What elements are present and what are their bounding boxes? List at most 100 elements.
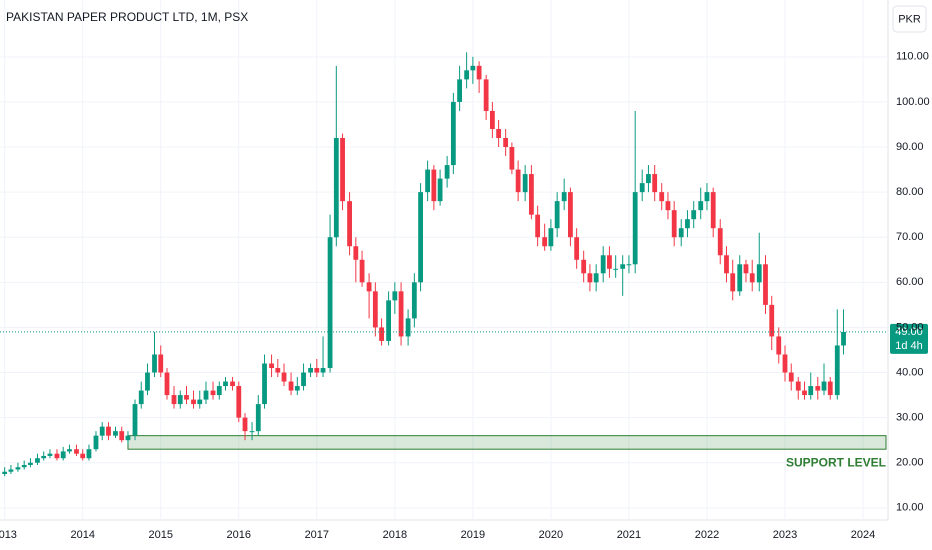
last-price-label: 49.00 bbox=[895, 326, 923, 338]
candle-body bbox=[242, 417, 248, 432]
y-tick-label: 80.00 bbox=[896, 186, 924, 198]
candle-body bbox=[483, 79, 489, 111]
y-tick-label: 70.00 bbox=[896, 231, 924, 243]
candle-body bbox=[548, 228, 554, 247]
candle-body bbox=[542, 237, 548, 247]
x-tick-label: 2024 bbox=[851, 529, 875, 541]
candle-body bbox=[788, 372, 794, 382]
candle-body bbox=[626, 264, 632, 266]
candle-body bbox=[522, 174, 528, 193]
candle-body bbox=[769, 304, 775, 337]
candle-body bbox=[698, 201, 704, 211]
x-tick-label: 2020 bbox=[539, 529, 563, 541]
y-tick-label: 100.00 bbox=[896, 96, 930, 108]
candle-body bbox=[177, 395, 183, 405]
y-tick-label: 40.00 bbox=[896, 366, 924, 378]
candle-body bbox=[314, 368, 320, 373]
candle-body bbox=[691, 210, 697, 220]
candle-body bbox=[756, 264, 762, 283]
candle-body bbox=[15, 467, 21, 470]
candle-body bbox=[834, 345, 840, 396]
candle-body bbox=[106, 426, 111, 436]
candle-body bbox=[815, 386, 821, 391]
candle-body bbox=[704, 192, 710, 202]
candle-body bbox=[8, 469, 14, 472]
candle-body bbox=[386, 300, 391, 341]
candle-body bbox=[489, 110, 495, 129]
y-tick-label: 50.00 bbox=[896, 321, 924, 333]
candle-body bbox=[444, 165, 450, 179]
candle-body bbox=[236, 386, 242, 418]
candle-body bbox=[54, 453, 60, 459]
candle-body bbox=[132, 404, 138, 436]
candle-body bbox=[503, 138, 509, 148]
y-tick-label: 90.00 bbox=[896, 141, 924, 153]
candle-body bbox=[74, 449, 79, 454]
candle-body bbox=[86, 449, 92, 459]
candle-body bbox=[418, 192, 423, 283]
currency-label[interactable]: PKR bbox=[898, 13, 921, 25]
candle-body bbox=[593, 273, 599, 283]
candle-body bbox=[730, 273, 736, 292]
candle-body bbox=[216, 386, 222, 396]
candle-body bbox=[35, 458, 40, 463]
candle-body bbox=[476, 65, 482, 80]
candle-body bbox=[632, 192, 638, 265]
candle-body bbox=[717, 228, 723, 256]
support-label: SUPPORT LEVEL bbox=[786, 455, 886, 469]
candle-body bbox=[2, 471, 8, 474]
y-tick-label: 110.00 bbox=[896, 51, 929, 63]
candle-body bbox=[795, 381, 801, 391]
currency-button[interactable] bbox=[892, 5, 927, 33]
candle-body bbox=[372, 291, 378, 328]
candle-body bbox=[827, 381, 833, 396]
candle-body bbox=[620, 264, 626, 269]
candle-body bbox=[41, 455, 47, 459]
y-tick-label: 60.00 bbox=[896, 276, 924, 288]
candle-body bbox=[613, 268, 619, 270]
y-tick-label: 20.00 bbox=[896, 457, 924, 469]
candle-body bbox=[470, 65, 476, 71]
candle-body bbox=[600, 255, 606, 274]
candle-body bbox=[710, 192, 716, 229]
x-tick-label: 2018 bbox=[383, 529, 407, 541]
candle-body bbox=[145, 372, 150, 391]
candle-body bbox=[80, 453, 86, 459]
candle-body bbox=[275, 368, 281, 373]
candle-body bbox=[359, 259, 365, 283]
candle-body bbox=[782, 354, 788, 373]
candle-body bbox=[28, 462, 33, 465]
candle-body bbox=[587, 273, 593, 283]
candle-body bbox=[724, 255, 729, 274]
candle-body bbox=[366, 282, 372, 292]
candle-body bbox=[60, 451, 66, 459]
x-tick-label: 2014 bbox=[70, 529, 94, 541]
candle-body bbox=[685, 219, 690, 229]
candle-body bbox=[554, 201, 560, 229]
candle-body bbox=[191, 399, 196, 405]
candle-body bbox=[320, 368, 326, 373]
support-zone bbox=[127, 435, 887, 450]
candle-body bbox=[808, 386, 814, 396]
candle-body bbox=[210, 390, 216, 396]
candle-body bbox=[802, 390, 807, 396]
candle-body bbox=[437, 178, 443, 202]
candle-body bbox=[184, 395, 189, 400]
x-tick-label: 2013 bbox=[0, 529, 17, 541]
candle-body bbox=[99, 426, 105, 436]
candle-body bbox=[203, 390, 209, 400]
candle-body bbox=[262, 363, 267, 405]
candle-body bbox=[230, 381, 235, 387]
candle-body bbox=[67, 449, 72, 452]
candle-body bbox=[21, 464, 27, 468]
candle-body bbox=[671, 210, 677, 238]
candle-body bbox=[574, 237, 580, 260]
candle-body bbox=[496, 128, 502, 139]
candle-body bbox=[646, 174, 651, 184]
x-tick-label: 2019 bbox=[461, 529, 485, 541]
candle-body bbox=[327, 237, 333, 369]
candle-body bbox=[561, 192, 567, 202]
candle-body bbox=[607, 255, 612, 269]
x-tick-label: 2015 bbox=[149, 529, 173, 541]
